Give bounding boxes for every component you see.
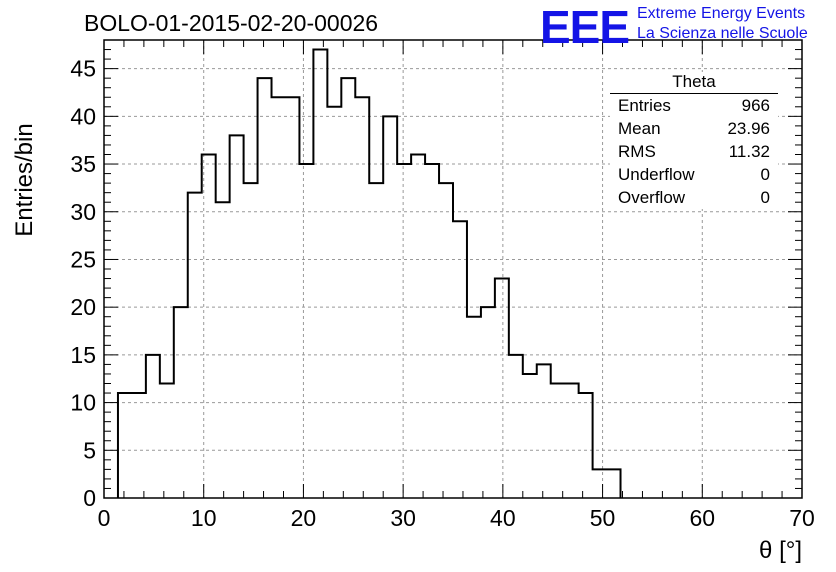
stats-label: RMS [618,142,656,161]
stats-label: Overflow [618,188,686,207]
x-tick-label: 60 [689,505,715,531]
y-tick-label: 0 [83,485,96,511]
y-tick-label: 30 [70,199,96,225]
x-tick-label: 40 [490,505,516,531]
y-tick-label: 40 [70,103,96,129]
x-tick-label: 20 [291,505,317,531]
stats-label: Mean [618,119,661,138]
logo-line-2: La Scienza nelle Scuole [637,25,808,42]
chart-title: BOLO-01-2015-02-20-00026 [84,10,379,36]
eee-logo: EEE [540,1,630,53]
stats-value: 0 [760,188,770,207]
stats-label: Entries [618,96,671,115]
stats-box: Theta Entries 966 Mean 23.96 RMS 11.32 Underfl… [610,72,778,209]
histogram-line [116,48,622,498]
x-tick-label: 50 [590,505,616,531]
x-tick-label: 70 [789,505,815,531]
stats-value: 23.96 [727,119,770,138]
axis-ticks [103,39,803,499]
stats-value: 11.32 [728,142,770,161]
y-tick-label: 45 [70,56,96,82]
y-tick-label: 20 [70,294,96,320]
stats-row-underflow: Underflow 0 [610,163,778,186]
grid-lines [104,40,802,498]
x-axis-label: θ [°] [759,537,802,564]
logo-line-1: Extreme Energy Events [637,5,806,22]
tick-labels: 0 10 20 30 40 50 60 70 0 5 10 15 20 25 30 35 40 45 [70,56,814,531]
stats-row-mean: Mean 23.96 [610,117,778,140]
stats-row-overflow: Overflow 0 [610,186,778,209]
stats-title: Theta [610,72,778,94]
stats-row-entries: Entries 966 [610,94,778,117]
stats-row-rms: RMS 11.32 [610,140,778,163]
y-tick-label: 15 [70,342,96,368]
y-axis-label: Entries/bin [11,123,38,236]
y-tick-label: 5 [83,437,96,463]
x-tick-label: 0 [98,505,111,531]
x-tick-label: 30 [390,505,416,531]
stats-value: 966 [741,96,770,115]
y-tick-label: 35 [70,151,96,177]
y-tick-label: 10 [70,390,96,416]
stats-value: 0 [760,165,770,184]
stats-label: Underflow [618,165,695,184]
x-tick-label: 10 [191,505,217,531]
y-tick-label: 25 [70,246,96,272]
